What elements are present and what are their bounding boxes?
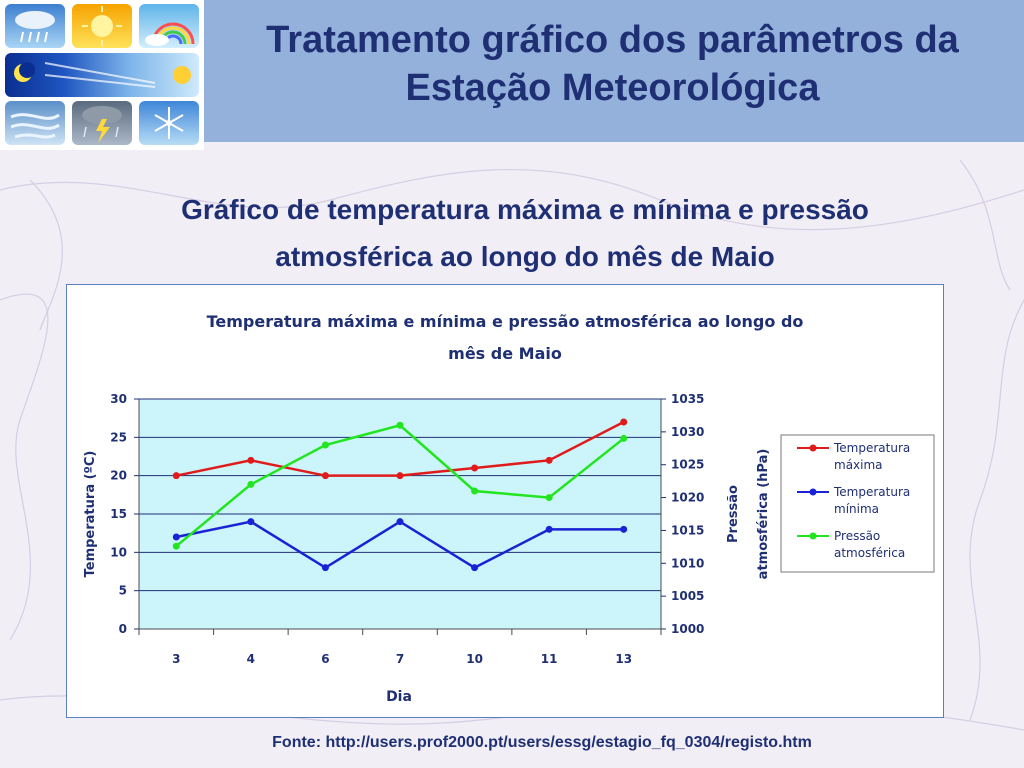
y2-tick-label: 1015 bbox=[671, 523, 704, 537]
y-tick-label: 30 bbox=[110, 392, 127, 406]
sun-icon bbox=[72, 4, 132, 48]
series-2-point bbox=[396, 518, 404, 526]
wind-icon bbox=[5, 101, 65, 145]
x-tick-label: 13 bbox=[615, 652, 632, 666]
x-tick-label: 10 bbox=[466, 652, 483, 666]
moon-sun-icon bbox=[5, 53, 199, 97]
series-3-point bbox=[471, 487, 479, 495]
legend-marker-2 bbox=[809, 488, 817, 496]
y-tick-label: 10 bbox=[110, 545, 127, 559]
y-tick-label: 0 bbox=[119, 622, 127, 636]
series-1-point bbox=[247, 456, 255, 464]
series-2-point bbox=[172, 533, 180, 541]
series-2-point bbox=[545, 525, 553, 533]
y2-tick-label: 1005 bbox=[671, 589, 704, 603]
slide-subtitle-line1: Gráfico de temperatura máxima e mínima e… bbox=[181, 194, 869, 225]
y2-tick-label: 1025 bbox=[671, 458, 704, 472]
series-2-point bbox=[247, 518, 255, 526]
x-axis-label: Dia bbox=[386, 689, 412, 705]
legend-entry-3: Pressão atmosférica bbox=[834, 529, 905, 560]
y2-tick-label: 1010 bbox=[671, 556, 704, 570]
chart-title-line1: Temperatura máxima e mínima e pressão at… bbox=[207, 312, 804, 331]
x-tick-label: 4 bbox=[247, 652, 255, 666]
slide-subtitle-line2: atmosférica ao longo do mês de Maio bbox=[275, 241, 775, 272]
y-tick-label: 20 bbox=[110, 469, 127, 483]
chart-title-line2: mês de Maio bbox=[448, 344, 562, 363]
chart: Temperatura máxima e mínima e pressão at… bbox=[83, 312, 935, 705]
y-axis-label: Temperatura (ºC) bbox=[83, 451, 98, 578]
rainbow-icon bbox=[139, 4, 199, 48]
y-tick-label: 25 bbox=[110, 430, 127, 444]
x-tick-label: 6 bbox=[321, 652, 329, 666]
y2-axis-label-line2: atmosférica (hPa) bbox=[756, 449, 771, 580]
legend-entry-2: Temperatura mínima bbox=[833, 485, 910, 516]
y2-tick-label: 1030 bbox=[671, 425, 704, 439]
source-citation: Fonte: http://users.prof2000.pt/users/es… bbox=[272, 734, 812, 751]
series-1-point bbox=[396, 472, 404, 480]
series-2-point bbox=[471, 564, 479, 572]
x-tick-label: 7 bbox=[396, 652, 404, 666]
y-tick-label: 5 bbox=[119, 584, 127, 598]
y2-tick-label: 1020 bbox=[671, 491, 704, 505]
legend-marker-3 bbox=[809, 532, 817, 540]
series-3-point bbox=[545, 494, 553, 502]
legend-marker-1 bbox=[809, 444, 817, 452]
y2-tick-label: 1035 bbox=[671, 392, 704, 406]
legend-box bbox=[780, 434, 935, 573]
series-1-point bbox=[321, 472, 329, 480]
series-1-point bbox=[545, 456, 553, 464]
series-1-point bbox=[471, 464, 479, 472]
y2-tick-label: 1000 bbox=[671, 622, 704, 636]
slide-title: Tratamento gráfico dos parâmetros da Est… bbox=[266, 19, 959, 109]
series-3-point bbox=[172, 542, 180, 550]
legend: Temperatura máxima Temperatura mínima Pressã… bbox=[780, 434, 935, 573]
chart-frame: Temperatura máxima e mínima e pressão at… bbox=[66, 284, 944, 718]
x-tick-label: 3 bbox=[172, 652, 180, 666]
series-2-point bbox=[321, 564, 329, 572]
y2-axis-label-line1: Pressão bbox=[726, 485, 741, 543]
series-3-point bbox=[321, 441, 329, 449]
series-3-point bbox=[620, 434, 628, 442]
series-1-point bbox=[620, 418, 628, 426]
weather-icon-grid bbox=[0, 0, 204, 150]
series-3-point bbox=[247, 480, 255, 488]
y-tick-label: 15 bbox=[110, 507, 127, 521]
series-2-point bbox=[620, 525, 628, 533]
series-3-point bbox=[396, 421, 404, 429]
slide-subtitle: Gráfico de temperatura máxima e mínima e… bbox=[60, 186, 990, 280]
thunderstorm-icon bbox=[72, 101, 132, 145]
series-1-point bbox=[172, 472, 180, 480]
snow-rain-icon bbox=[5, 4, 65, 48]
snowflake-icon bbox=[139, 101, 199, 145]
legend-entry-1: Temperatura máxima bbox=[833, 441, 910, 472]
x-tick-label: 11 bbox=[541, 652, 558, 666]
